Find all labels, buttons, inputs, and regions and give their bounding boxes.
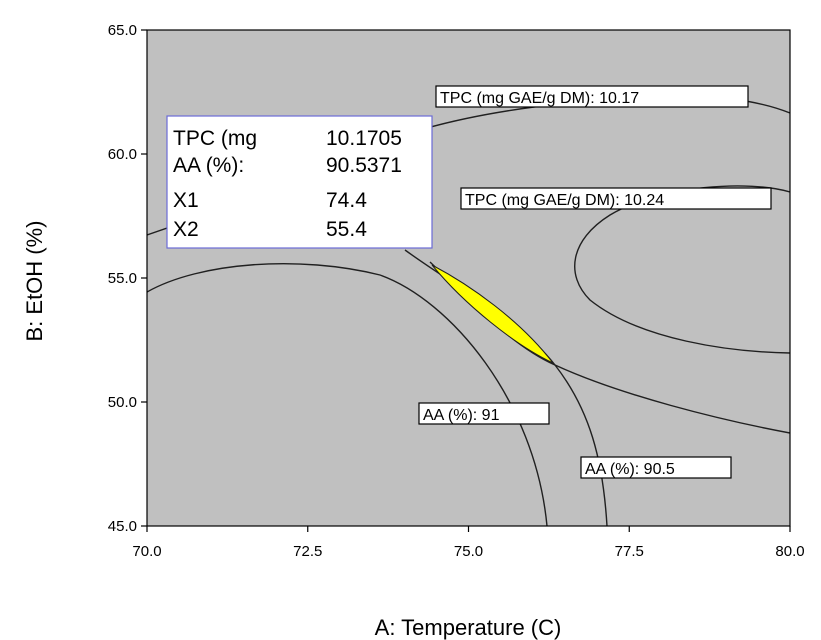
y-axis: 45.0 50.0 55.0 60.0 65.0	[108, 22, 147, 535]
flag-label-x2: X2	[173, 218, 199, 241]
svg-text:AA (%): 90.5: AA (%): 90.5	[585, 461, 675, 478]
x-tick-label: 72.5	[293, 543, 322, 560]
flag-label-tpc: TPC (mg	[173, 127, 257, 150]
contour-label-tpc-10-17: TPC (mg GAE/g DM): 10.17	[435, 85, 749, 108]
y-tick-label: 50.0	[108, 394, 137, 411]
flag-value-tpc: 10.1705	[326, 127, 402, 150]
svg-text:AA (%): 91: AA (%): 91	[423, 407, 500, 424]
y-tick-label: 45.0	[108, 518, 137, 535]
flag-value-x1: 74.4	[326, 189, 367, 212]
x-tick-label: 80.0	[775, 543, 804, 560]
x-tick-label: 77.5	[615, 543, 644, 560]
x-axis: 70.0 72.5 75.0 77.5 80.0	[132, 526, 805, 560]
x-tick-label: 70.0	[132, 543, 161, 560]
y-axis-title: B: EtOH (%)	[22, 220, 47, 341]
y-tick-label: 65.0	[108, 22, 137, 39]
flag-label-aa: AA (%):	[173, 154, 244, 177]
point-prediction-flag: TPC (mg 10.1705 AA (%): 90.5371 X1 74.4 …	[166, 115, 433, 249]
contour-label-aa-91: AA (%): 91	[418, 402, 550, 425]
flag-label-x1: X1	[173, 189, 199, 212]
flag-value-x2: 55.4	[326, 218, 367, 241]
y-tick-label: 55.0	[108, 270, 137, 287]
contour-label-tpc-10-24: TPC (mg GAE/g DM): 10.24	[460, 187, 772, 210]
x-axis-title: A: Temperature (C)	[375, 615, 562, 640]
svg-text:TPC (mg GAE/g DM): 10.24: TPC (mg GAE/g DM): 10.24	[465, 192, 664, 209]
y-tick-label: 60.0	[108, 146, 137, 163]
x-tick-label: 75.0	[454, 543, 483, 560]
flag-value-aa: 90.5371	[326, 154, 402, 177]
contour-label-aa-90-5: AA (%): 90.5	[580, 456, 732, 479]
plot-area	[147, 30, 790, 526]
svg-text:TPC (mg GAE/g DM): 10.17: TPC (mg GAE/g DM): 10.17	[440, 90, 639, 107]
feasible-region	[431, 264, 554, 364]
contour-tpc-10-24	[574, 185, 790, 354]
